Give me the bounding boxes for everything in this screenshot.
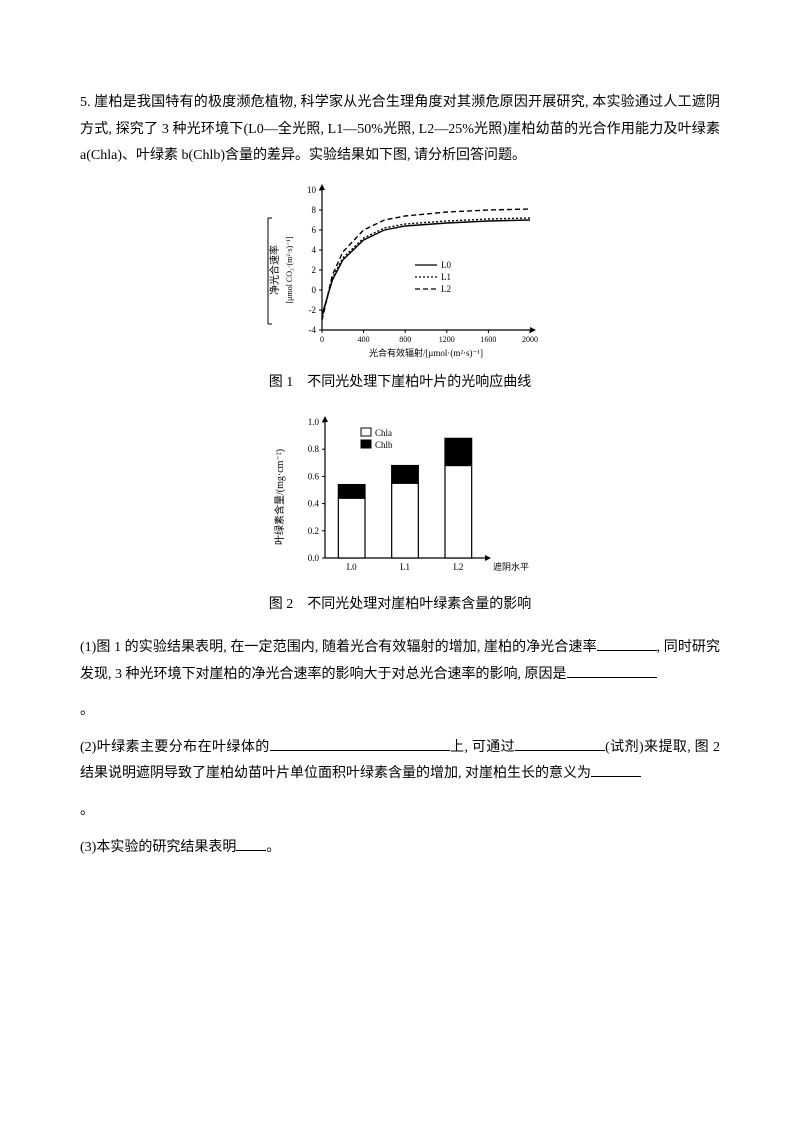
intro-paragraph: 5. 崖柏是我国特有的极度濒危植物, 科学家从光合生理角度对其濒危原因开展研究,… [80, 90, 720, 170]
svg-text:-4: -4 [309, 325, 317, 335]
q2-mid1: 上, 可通过 [450, 740, 515, 755]
svg-text:0.0: 0.0 [308, 553, 320, 563]
svg-text:4: 4 [312, 245, 317, 255]
svg-text:0.8: 0.8 [308, 445, 320, 455]
svg-text:1600: 1600 [480, 335, 496, 344]
svg-text:光合有效辐射/[μmol·(m²·s)⁻¹]: 光合有效辐射/[μmol·(m²·s)⁻¹] [369, 347, 483, 358]
q2-blank-1 [270, 735, 450, 751]
svg-text:1200: 1200 [439, 335, 455, 344]
q3-prefix: (3)本实验的研究结果表明 [80, 840, 236, 855]
svg-text:1.0: 1.0 [308, 417, 320, 427]
q3-blank [236, 835, 266, 851]
svg-text:L2: L2 [441, 284, 451, 294]
svg-text:L1: L1 [441, 272, 451, 282]
question-3: (3)本实验的研究结果表明 。 [80, 835, 720, 862]
question-2: (2)叶绿素主要分布在叶绿体的上, 可通过(试剂)来提取, 图 2 结果说明遮阴… [80, 735, 720, 788]
svg-text:净光合速率: 净光合速率 [268, 245, 281, 295]
question-1: (1)图 1 的实验结果表明, 在一定范围内, 随着光合有效辐射的增加, 崖柏的… [80, 635, 720, 688]
svg-text:L0: L0 [347, 562, 357, 572]
svg-text:叶绿素含量/(mg·cm⁻²): 叶绿素含量/(mg·cm⁻²) [273, 449, 286, 545]
svg-text:[μmol CO₂·(m²·s)⁻¹]: [μmol CO₂·(m²·s)⁻¹] [285, 236, 294, 303]
svg-text:0.4: 0.4 [308, 499, 320, 509]
svg-text:L0: L0 [441, 260, 451, 270]
svg-text:L1: L1 [400, 562, 410, 572]
figure-1: -4 -2 0 2 4 6 8 10 0 400 800 1200 1600 2000 L0 L1 L2 净光合速… [80, 180, 720, 360]
figure-1-caption: 图 1 不同光处理下崖柏叶片的光响应曲线 [80, 370, 720, 397]
svg-text:2: 2 [312, 265, 317, 275]
svg-text:Chla: Chla [375, 428, 392, 438]
svg-text:400: 400 [358, 335, 370, 344]
q1-blank-1 [597, 635, 657, 651]
svg-text:遮阴水平: 遮阴水平 [493, 561, 529, 572]
figure-2-caption: 图 2 不同光处理对崖柏叶绿素含量的影响 [80, 592, 720, 619]
svg-text:0.6: 0.6 [308, 472, 320, 482]
figure-2: 0.0 0.2 0.4 0.6 0.8 1.0 L0 L1 L2 Chla Chlb 叶绿素含量/(m… [80, 412, 720, 582]
svg-text:2000: 2000 [522, 335, 538, 344]
q3-end: 。 [266, 840, 280, 855]
q2-end: 。 [80, 798, 720, 825]
q2-blank-2 [515, 735, 605, 751]
svg-text:0: 0 [320, 335, 324, 344]
svg-text:0.2: 0.2 [308, 526, 319, 536]
q1-blank-2 [567, 662, 657, 678]
q2-blank-3 [591, 761, 641, 777]
svg-text:0: 0 [312, 285, 317, 295]
svg-text:10: 10 [307, 185, 317, 195]
svg-text:L2: L2 [453, 562, 463, 572]
q2-prefix: (2)叶绿素主要分布在叶绿体的 [80, 740, 270, 755]
svg-text:-2: -2 [309, 305, 317, 315]
q1-end: 。 [80, 698, 720, 725]
q1-prefix: (1)图 1 的实验结果表明, 在一定范围内, 随着光合有效辐射的增加, 崖柏的… [80, 640, 597, 655]
svg-text:800: 800 [399, 335, 411, 344]
svg-text:8: 8 [312, 205, 317, 215]
svg-text:6: 6 [312, 225, 317, 235]
svg-text:Chlb: Chlb [375, 440, 393, 450]
